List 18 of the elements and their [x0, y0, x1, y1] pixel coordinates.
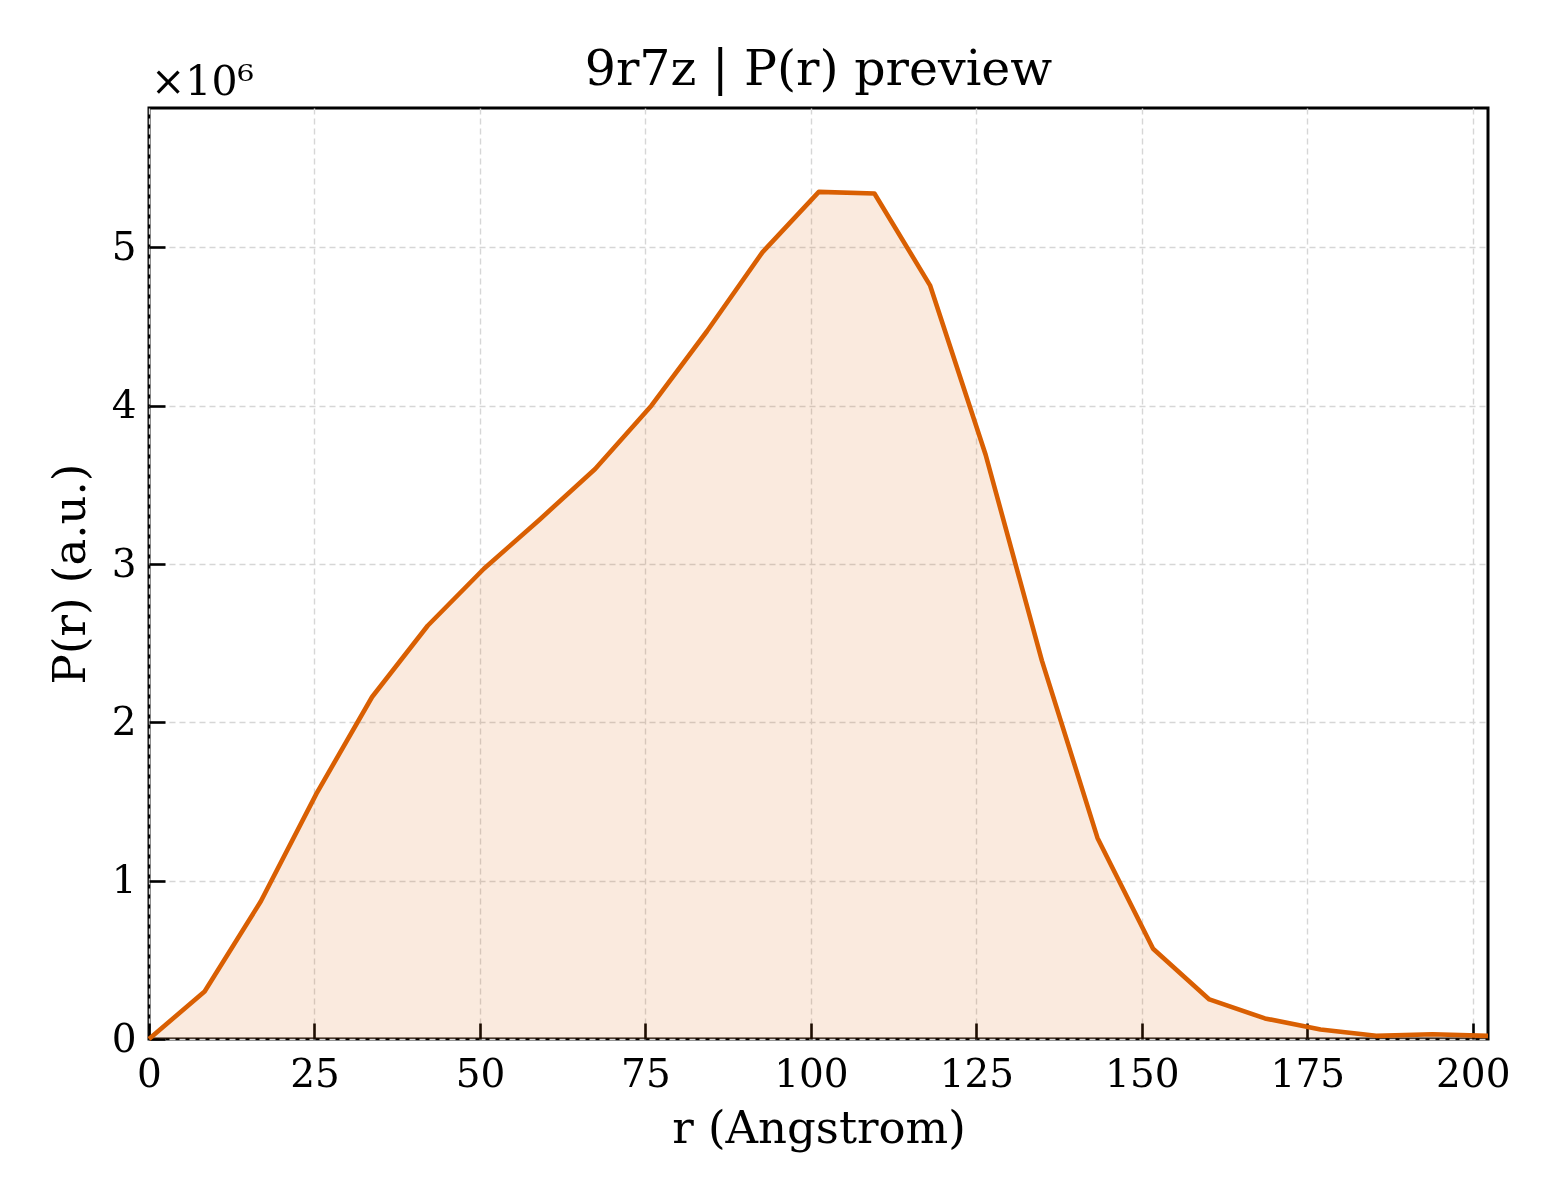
chart-title: 9r7z | P(r) preview — [584, 40, 1053, 97]
x-tick-label: 50 — [455, 1050, 506, 1096]
x-axis-title: r (Angstrom) — [672, 1100, 966, 1154]
y-axis-title: P(r) (a.u.) — [42, 463, 96, 685]
x-tick-label: 25 — [290, 1050, 340, 1096]
x-tick-label: 175 — [1270, 1050, 1346, 1096]
x-tick-label: 100 — [774, 1050, 849, 1096]
x-tick-label: 200 — [1436, 1050, 1511, 1096]
y-tick-label: 5 — [111, 223, 137, 269]
text: ×10⁶ — [151, 57, 254, 105]
x-tick-label: 125 — [939, 1050, 1015, 1096]
y-tick-label: 4 — [111, 382, 137, 428]
y-tick-label: 1 — [111, 857, 137, 903]
y-tick-label: 3 — [111, 540, 137, 586]
x-tick-label: 150 — [1105, 1050, 1180, 1096]
x-tick-label: 75 — [621, 1050, 671, 1096]
y-tick-label: 0 — [111, 1015, 137, 1061]
y-tick-label: 2 — [111, 698, 137, 744]
